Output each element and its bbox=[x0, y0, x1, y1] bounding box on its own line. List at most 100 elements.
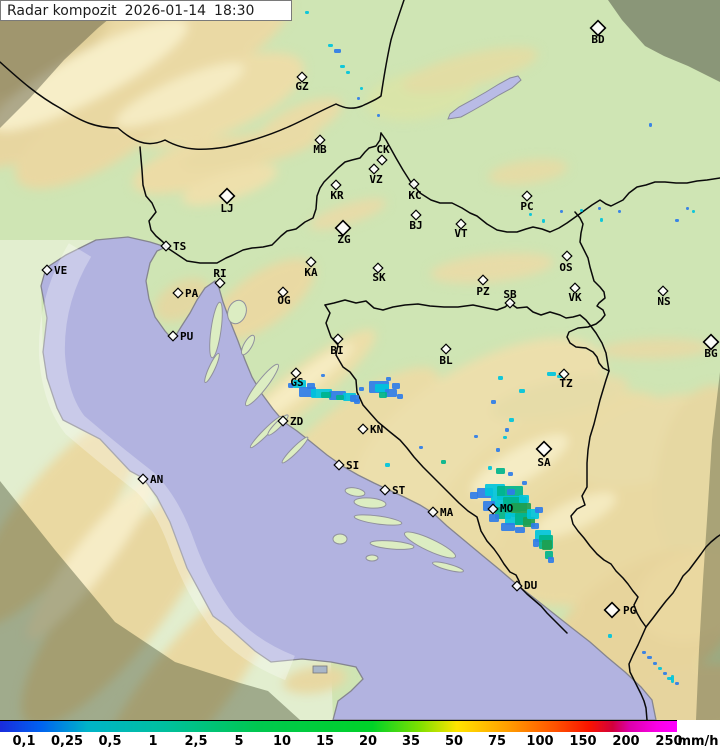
city-label: RI bbox=[213, 267, 226, 280]
product-name: Radar kompozit bbox=[7, 2, 117, 19]
city-marker bbox=[410, 209, 422, 221]
city-label: MO bbox=[500, 502, 514, 515]
city-label: LJ bbox=[220, 202, 233, 215]
city-label: KC bbox=[408, 189, 421, 202]
city-label: SB bbox=[503, 288, 517, 301]
radar-cell bbox=[336, 395, 344, 400]
city-marker bbox=[305, 256, 317, 268]
radar-cell bbox=[496, 448, 500, 452]
city-marker bbox=[333, 459, 345, 471]
radar-cell bbox=[496, 468, 505, 474]
legend-tick-label: 250 bbox=[655, 734, 683, 749]
borders bbox=[0, 0, 720, 720]
city-label: ZD bbox=[290, 415, 304, 428]
radar-cell bbox=[503, 436, 507, 439]
city-marker bbox=[376, 154, 388, 166]
city-marker bbox=[535, 440, 553, 458]
city-label: MB bbox=[313, 143, 327, 156]
city-label: AN bbox=[150, 473, 163, 486]
legend-gradient-bar bbox=[0, 720, 677, 732]
city-marker bbox=[603, 601, 621, 619]
radar-cell bbox=[385, 463, 390, 467]
radar-cell bbox=[321, 392, 331, 398]
radar-cell bbox=[441, 460, 446, 464]
city-marker bbox=[589, 19, 607, 37]
radar-cell bbox=[321, 374, 325, 377]
radar-cell bbox=[649, 123, 652, 127]
radar-cell bbox=[474, 435, 478, 438]
legend-tick-label: 0,25 bbox=[50, 734, 84, 749]
legend-tick-label: 20 bbox=[358, 734, 378, 749]
city-label: SK bbox=[372, 271, 386, 284]
city-marker bbox=[296, 71, 308, 83]
radar-cell bbox=[498, 376, 503, 380]
legend-tick-label: 50 bbox=[444, 734, 464, 749]
legend-tick-label: 5 bbox=[234, 734, 244, 749]
border-danube bbox=[566, 211, 610, 372]
radar-cell bbox=[507, 489, 515, 495]
city-label: BG bbox=[704, 347, 718, 360]
city-label: KR bbox=[330, 189, 344, 202]
radar-cell bbox=[489, 514, 499, 522]
radar-cell bbox=[560, 210, 563, 213]
radar-cell bbox=[642, 651, 646, 654]
city-marker bbox=[408, 178, 420, 190]
city-marker bbox=[511, 580, 523, 592]
city-label: NS bbox=[657, 295, 670, 308]
city-marker bbox=[427, 506, 439, 518]
city-label: PC bbox=[520, 200, 533, 213]
city-marker bbox=[504, 297, 516, 309]
radar-cell bbox=[531, 523, 539, 529]
legend-tick-label: 0,1 bbox=[12, 734, 36, 749]
city-marker bbox=[160, 240, 172, 252]
legend-tick-label: 200 bbox=[612, 734, 640, 749]
radar-cell bbox=[547, 372, 556, 376]
radar-cell bbox=[346, 71, 350, 74]
border-austria bbox=[0, 0, 405, 151]
radar-cell bbox=[305, 11, 309, 14]
city-label: CK bbox=[376, 143, 390, 156]
border-slovenia-croatia bbox=[165, 132, 382, 264]
radar-cell bbox=[600, 218, 603, 222]
city-marker bbox=[372, 262, 384, 274]
radar-cell bbox=[354, 399, 360, 404]
city-label: VT bbox=[454, 227, 468, 240]
border-drina bbox=[570, 370, 647, 628]
city-marker bbox=[477, 274, 489, 286]
city-marker bbox=[277, 415, 289, 427]
city-label: BI bbox=[330, 344, 343, 357]
radar-cell bbox=[535, 507, 543, 513]
city-label: GS bbox=[290, 376, 303, 389]
time-label: 18:30 bbox=[214, 2, 255, 19]
city-label: PZ bbox=[476, 285, 490, 298]
radar-cell bbox=[419, 446, 423, 449]
radar-cell bbox=[488, 466, 492, 470]
radar-cell bbox=[533, 539, 539, 547]
radar-cell bbox=[505, 428, 509, 432]
radar-cell bbox=[692, 210, 695, 213]
radar-cell bbox=[397, 394, 403, 399]
radar-cell bbox=[501, 523, 515, 531]
city-marker bbox=[330, 179, 342, 191]
city-label: KA bbox=[304, 266, 318, 279]
legend-tick-label: 0,5 bbox=[98, 734, 122, 749]
adriatic-sea bbox=[40, 236, 657, 720]
radar-cell bbox=[360, 87, 363, 90]
city-marker bbox=[314, 134, 326, 146]
radar-cell bbox=[515, 527, 525, 533]
radar-cell bbox=[529, 213, 532, 216]
radar-cell bbox=[357, 97, 360, 100]
border-serbia-montenegro bbox=[645, 534, 720, 628]
lake-balaton bbox=[447, 75, 522, 120]
city-label: BL bbox=[439, 354, 453, 367]
city-label: ST bbox=[392, 484, 406, 497]
city-marker bbox=[657, 285, 669, 297]
city-marker bbox=[41, 264, 53, 276]
city-marker bbox=[561, 250, 573, 262]
radar-cell bbox=[385, 389, 397, 397]
city-label: BJ bbox=[409, 219, 422, 232]
legend-tick-label: 75 bbox=[487, 734, 507, 749]
city-label: SI bbox=[346, 459, 359, 472]
coverage-shadows bbox=[0, 0, 720, 720]
